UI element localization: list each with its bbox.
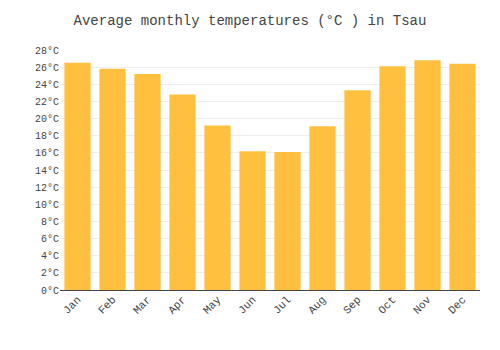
svg-text:8°C: 8°C: [41, 217, 59, 228]
svg-text:12°C: 12°C: [35, 183, 59, 194]
svg-text:Dec: Dec: [446, 294, 468, 316]
svg-text:2°C: 2°C: [41, 268, 59, 279]
svg-text:20°C: 20°C: [35, 114, 59, 125]
svg-text:Feb: Feb: [96, 294, 118, 316]
svg-text:May: May: [201, 294, 224, 317]
svg-text:10°C: 10°C: [35, 200, 59, 211]
svg-text:Apr: Apr: [166, 294, 188, 316]
svg-text:Mar: Mar: [131, 294, 153, 316]
svg-text:16°C: 16°C: [35, 148, 59, 159]
svg-text:18°C: 18°C: [35, 131, 59, 142]
svg-text:Sep: Sep: [341, 294, 363, 316]
svg-text:4°C: 4°C: [41, 251, 59, 262]
svg-text:Jun: Jun: [236, 294, 258, 316]
svg-text:6°C: 6°C: [41, 234, 59, 245]
svg-text:14°C: 14°C: [35, 166, 59, 177]
svg-text:26°C: 26°C: [35, 63, 59, 74]
svg-text:0°C: 0°C: [41, 286, 59, 297]
svg-text:Average monthly temperatures (: Average monthly temperatures (°C ) in Ts…: [74, 13, 427, 29]
svg-text:24°C: 24°C: [35, 80, 59, 91]
svg-text:Jan: Jan: [61, 294, 83, 316]
svg-text:Nov: Nov: [411, 294, 434, 317]
svg-text:28°C: 28°C: [35, 46, 59, 57]
svg-text:Jul: Jul: [271, 294, 293, 316]
svg-text:Aug: Aug: [306, 294, 328, 316]
svg-text:Oct: Oct: [376, 294, 398, 316]
svg-text:22°C: 22°C: [35, 97, 59, 108]
